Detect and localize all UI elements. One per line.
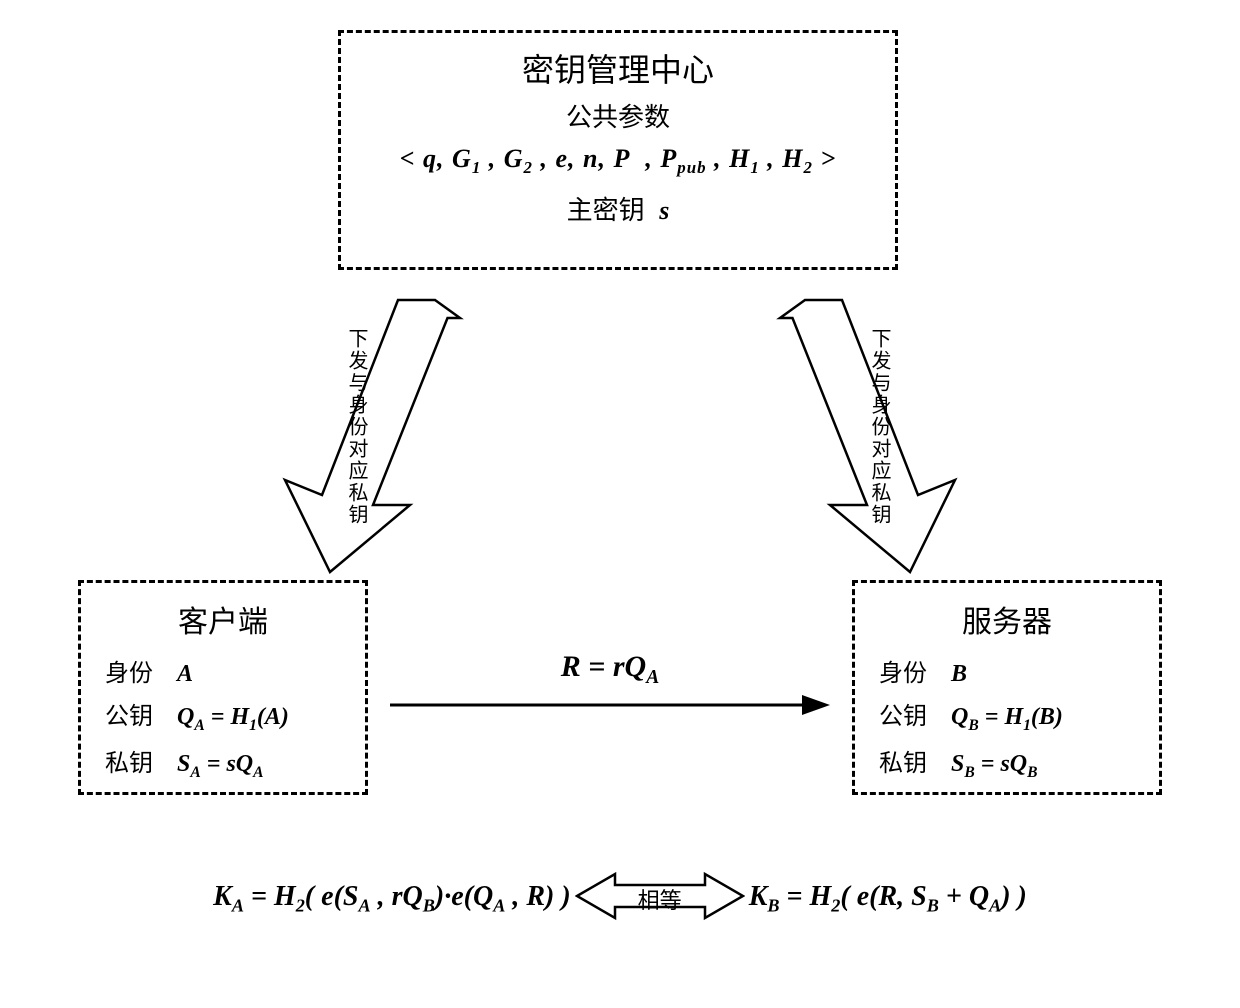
client-privkey-row: 私钥 SA = sQA [105, 743, 341, 782]
kmc-params: < q, G1 , G2 , e, n, P , Ppub , H1 , H2 … [361, 144, 875, 178]
client-identity-row: 身份 A [105, 653, 341, 688]
arrow-kmc-to-client: 下发与身份对应私钥 [250, 290, 470, 580]
server-identity-value: B [951, 661, 967, 688]
server-privkey-row: 私钥 SB = sQB [879, 743, 1135, 782]
message-arrow: R = rQA [390, 650, 830, 723]
server-pubkey-label: 公钥 [879, 696, 951, 731]
client-pubkey-label: 公钥 [105, 696, 177, 731]
equal-label: 相等 [638, 883, 682, 915]
kmc-master-var: s [659, 196, 669, 225]
client-privkey-value: SA = sQA [177, 751, 264, 782]
final-left-formula: KA = H2( e(SA , rQB)·e(QA , R) ) [213, 881, 571, 917]
client-privkey-label: 私钥 [105, 743, 177, 778]
kmc-title: 密钥管理中心 [361, 45, 875, 91]
client-title: 客户端 [105, 597, 341, 641]
client-identity-label: 身份 [105, 653, 177, 688]
kmc-master-label: 主密钥 [567, 196, 645, 225]
server-pubkey-row: 公钥 QB = H1(B) [879, 696, 1135, 735]
right-arrow-icon [390, 693, 830, 723]
client-pubkey-row: 公钥 QA = H1(A) [105, 696, 341, 735]
server-box: 服务器 身份 B 公钥 QB = H1(B) 私钥 SB = sQB [852, 580, 1162, 795]
final-row: KA = H2( e(SA , rQB)·e(QA , R) ) 相等 KB =… [0, 868, 1240, 929]
kmc-box: 密钥管理中心 公共参数 < q, G1 , G2 , e, n, P , Ppu… [338, 30, 898, 270]
kmc-master: 主密钥 s [361, 190, 875, 227]
server-privkey-label: 私钥 [879, 743, 951, 778]
server-privkey-value: SB = sQB [951, 751, 1038, 782]
arrow-right-label: 下发与身份对应私钥 [865, 328, 894, 526]
server-identity-row: 身份 B [879, 653, 1135, 688]
final-right-formula: KB = H2( e(R, SB + QA) ) [749, 881, 1027, 917]
client-identity-value: A [177, 661, 193, 688]
server-pubkey-value: QB = H1(B) [951, 704, 1063, 735]
client-box: 客户端 身份 A 公钥 QA = H1(A) 私钥 SA = sQA [78, 580, 368, 795]
server-identity-label: 身份 [879, 653, 951, 688]
arrow-kmc-to-server: 下发与身份对应私钥 [770, 290, 990, 580]
server-title: 服务器 [879, 597, 1135, 641]
arrow-left-label: 下发与身份对应私钥 [342, 328, 371, 526]
message-formula: R = rQA [390, 650, 830, 689]
bi-arrow: 相等 [575, 868, 745, 929]
client-pubkey-value: QA = H1(A) [177, 704, 289, 735]
kmc-subtitle: 公共参数 [361, 97, 875, 134]
